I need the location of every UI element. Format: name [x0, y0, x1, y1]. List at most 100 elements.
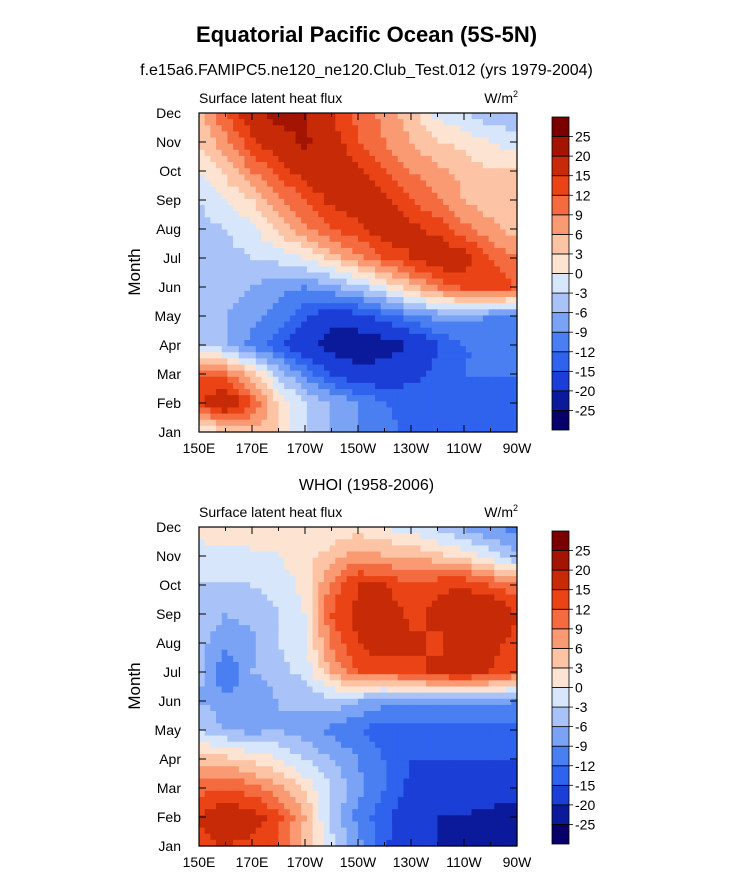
heatmap-cell [437, 395, 444, 402]
heatmap-cell [323, 413, 331, 421]
heatmap-cell [221, 643, 228, 651]
heatmap-cell [244, 557, 251, 565]
heatmap-cell [335, 419, 342, 427]
heatmap-cell [494, 155, 501, 163]
heatmap-cell [301, 631, 308, 639]
heatmap-cell [454, 113, 461, 120]
heatmap-cell [318, 321, 325, 329]
heatmap-cell [505, 692, 512, 700]
heatmap-cell [465, 192, 473, 200]
heatmap-cell [477, 119, 484, 126]
heatmap-cell [494, 272, 501, 280]
heatmap-cell [386, 266, 393, 274]
heatmap-cell [306, 576, 314, 583]
heatmap-cell [437, 192, 444, 200]
heatmap-cell [284, 533, 291, 540]
heatmap-cell [363, 272, 370, 280]
heatmap-cell [448, 576, 456, 583]
heatmap-cell [233, 284, 240, 292]
heatmap-cell [318, 370, 325, 378]
heatmap-cell [323, 655, 331, 663]
heatmap-cell [403, 137, 410, 145]
heatmap-cell [272, 674, 280, 681]
heatmap-cell [471, 290, 478, 298]
heatmap-cell [335, 205, 342, 212]
heatmap-cell [272, 606, 280, 614]
heatmap-cell [238, 162, 246, 169]
heatmap-cell [267, 680, 274, 688]
heatmap-cell [244, 407, 251, 415]
heatmap-cell [216, 643, 223, 651]
heatmap-cell [375, 631, 382, 639]
heatmap-cell [301, 327, 308, 335]
heatmap-cell [267, 254, 274, 261]
heatmap-cell [244, 711, 251, 718]
heatmap-cell [272, 235, 280, 243]
colorbar-label: 12 [575, 187, 591, 203]
panel-2-units-base: W/m [484, 504, 513, 520]
heatmap-cell [403, 600, 410, 608]
heatmap-cell [499, 297, 507, 304]
heatmap-cell [233, 180, 240, 188]
heatmap-cell [426, 545, 433, 553]
heatmap-cell [414, 600, 422, 608]
heatmap-cell [403, 370, 410, 378]
heatmap-cell [409, 278, 416, 286]
heatmap-cell [358, 290, 365, 298]
heatmap-cell [499, 637, 507, 645]
heatmap-cell [318, 192, 325, 200]
heatmap-cell [482, 527, 490, 534]
heatmap-cell [340, 680, 348, 688]
heatmap-cell [346, 192, 353, 200]
heatmap-cell [284, 643, 291, 651]
heatmap-cell [346, 631, 353, 639]
heatmap-cell [267, 137, 274, 145]
heatmap-cell [233, 729, 240, 737]
heatmap-cell [392, 119, 399, 126]
heatmap-cell [414, 266, 422, 274]
heatmap-cell [454, 557, 461, 565]
heatmap-cell [460, 346, 467, 353]
heatmap-cell [318, 545, 325, 553]
heatmap-cell [340, 723, 348, 731]
heatmap-cell [369, 174, 376, 182]
heatmap-cell [233, 533, 240, 540]
heatmap-cell [340, 235, 348, 243]
heatmap-cell [494, 389, 501, 396]
heatmap-cell [335, 290, 342, 298]
heatmap-cell [221, 551, 228, 559]
heatmap-cell [386, 729, 393, 737]
heatmap-cell [199, 425, 206, 433]
heatmap-cell [448, 407, 456, 415]
heatmap-cell [420, 315, 427, 323]
heatmap-cell [403, 198, 410, 206]
heatmap-cell [295, 551, 302, 559]
heatmap-cell [233, 625, 240, 632]
heatmap-cell [272, 192, 280, 200]
heatmap-cell [352, 527, 359, 534]
heatmap-cell [358, 309, 365, 317]
heatmap-cell [340, 376, 348, 384]
heatmap-cell [363, 557, 370, 565]
heatmap-cell [233, 364, 240, 372]
heatmap-cell [375, 235, 382, 243]
heatmap-cell [204, 217, 211, 225]
heatmap-cell [221, 576, 228, 583]
heatmap-cell [210, 649, 217, 657]
heatmap-cell [238, 119, 246, 126]
heatmap-cell [306, 413, 314, 421]
heatmap-cell [358, 358, 365, 366]
heatmap-cell [358, 545, 365, 553]
heatmap-cell [301, 661, 308, 669]
heatmap-cell [318, 266, 325, 274]
heatmap-cell [204, 625, 211, 632]
heatmap-cell [261, 655, 268, 663]
heatmap-cell [340, 205, 348, 212]
heatmap-cell [204, 711, 211, 718]
heatmap-cell [437, 668, 444, 675]
heatmap-cell [204, 717, 211, 724]
heatmap-cell [227, 545, 234, 553]
heatmap-cell [216, 637, 223, 645]
heatmap-cell [250, 723, 257, 731]
heatmap-cell [482, 143, 490, 151]
